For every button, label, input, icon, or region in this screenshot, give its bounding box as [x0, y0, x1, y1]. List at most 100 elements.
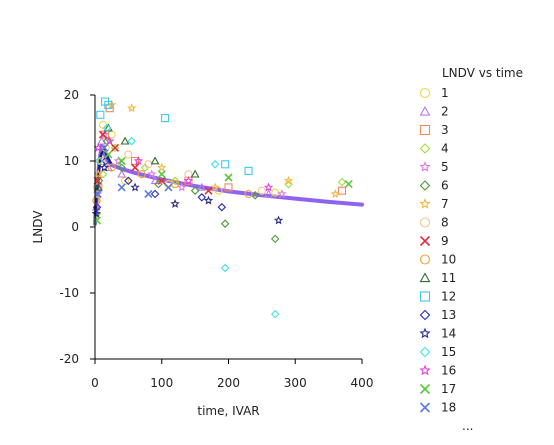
- data-point: [144, 189, 153, 199]
- data-point: [117, 183, 126, 192]
- legend-label: 11: [441, 271, 456, 285]
- data-point: [217, 202, 227, 212]
- legend-label: 8: [441, 216, 449, 230]
- y-tick-label: 20: [64, 88, 79, 102]
- legend-label: 17: [441, 382, 456, 396]
- legend-marker: [419, 272, 431, 283]
- legend-label: 10: [441, 253, 456, 267]
- legend-label: 13: [441, 308, 456, 322]
- x-tick-label: 300: [284, 376, 307, 390]
- y-tick-label: 0: [71, 220, 79, 234]
- data-point: [117, 163, 126, 172]
- legend-marker: [419, 364, 431, 376]
- legend-item: 16: [419, 364, 456, 378]
- legend-item: 11: [419, 271, 456, 285]
- data-point: [210, 182, 220, 192]
- data-point: [117, 156, 126, 166]
- data-point: [98, 130, 108, 139]
- y-tick-label: -20: [59, 352, 79, 366]
- data-point: [104, 136, 115, 146]
- data-point: [197, 193, 207, 202]
- legend-item: 1: [419, 86, 449, 100]
- legend-label: 12: [441, 290, 456, 304]
- data-point: [107, 130, 116, 139]
- data-point: [257, 186, 266, 195]
- data-point: [99, 162, 110, 172]
- data-point: [161, 114, 170, 123]
- data-point: [170, 176, 180, 186]
- legend-title: LNDV vs time: [442, 66, 523, 80]
- data-point: [157, 176, 166, 185]
- data-point: [157, 162, 167, 172]
- legend-label: 1: [441, 86, 449, 100]
- data-point: [283, 175, 294, 185]
- legend-item: 6: [419, 179, 449, 193]
- data-point: [190, 169, 200, 178]
- x-tick-label: 0: [91, 376, 99, 390]
- data-point: [220, 219, 230, 228]
- legend-label: 2: [441, 105, 449, 119]
- data-point: [102, 123, 112, 133]
- legend-item: 17: [419, 382, 456, 396]
- data-point: [270, 309, 280, 319]
- data-point: [344, 180, 353, 189]
- legend-label: 14: [441, 327, 456, 341]
- data-point: [250, 191, 260, 200]
- data-point: [214, 186, 223, 195]
- legend-marker: [419, 235, 431, 247]
- legend-marker: [419, 180, 431, 191]
- x-tick-label: 400: [351, 376, 374, 390]
- data-point: [130, 163, 140, 172]
- data-point: [273, 215, 284, 225]
- data-point: [127, 136, 136, 146]
- data-point: [263, 182, 274, 192]
- legend-item: 2: [419, 105, 449, 119]
- data-point: [221, 160, 230, 169]
- data-point: [96, 110, 105, 119]
- x-axis-title: time, IVAR: [197, 404, 259, 418]
- data-point: [204, 186, 213, 195]
- data-point: [337, 177, 347, 187]
- legend-label: 15: [441, 345, 456, 359]
- data-point: [244, 166, 253, 175]
- data-point: [137, 170, 146, 179]
- data-point: [164, 183, 173, 192]
- legend-label: 16: [441, 364, 456, 378]
- y-ticks: 20 10 0 -10 -20: [59, 88, 95, 366]
- legend-marker: [419, 217, 431, 228]
- legend-item: 14: [419, 327, 456, 341]
- legend-item: 3: [419, 123, 449, 137]
- data-point: [140, 163, 150, 172]
- x-tick-label: 200: [217, 376, 240, 390]
- data-point: [120, 136, 130, 145]
- legend-item: 9: [419, 234, 449, 248]
- data-point: [124, 176, 133, 186]
- legend-label: 7: [441, 197, 449, 211]
- data-point: [330, 189, 340, 198]
- data-point: [220, 263, 230, 273]
- data-point: [101, 156, 110, 166]
- legend-item: 5: [419, 160, 449, 174]
- legend-marker: [419, 124, 431, 136]
- data-point: [203, 195, 214, 205]
- data-point: [197, 182, 207, 191]
- legend-marker: [419, 291, 431, 302]
- legend-marker: [419, 327, 431, 339]
- legend-item: 10: [419, 253, 456, 267]
- data-point: [210, 160, 220, 169]
- y-tick-label: 10: [64, 154, 79, 168]
- data-point: [244, 189, 253, 199]
- data-point: [93, 142, 104, 152]
- data-point: [133, 156, 144, 165]
- data-point: [124, 150, 133, 159]
- y-tick-label: -10: [59, 286, 79, 300]
- data-point: [97, 156, 106, 166]
- legend-item: 7: [419, 197, 449, 211]
- data-point: [100, 143, 109, 152]
- legend-marker: [419, 105, 431, 116]
- data-point: [177, 182, 187, 192]
- legend-marker: [419, 143, 431, 154]
- legend-item: 8: [419, 216, 449, 230]
